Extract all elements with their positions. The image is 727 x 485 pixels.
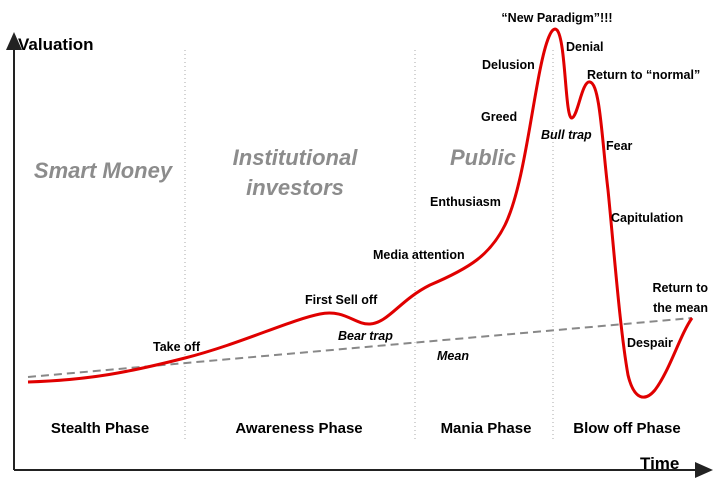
phase-label: Blow off Phase bbox=[573, 420, 681, 437]
zone-label: investors bbox=[246, 175, 344, 200]
annotation: the mean bbox=[653, 301, 708, 315]
annotation: Bull trap bbox=[541, 128, 592, 142]
annotation: “New Paradigm”!!! bbox=[501, 11, 612, 25]
annotation: Capitulation bbox=[611, 211, 683, 225]
annotation: Greed bbox=[481, 110, 517, 124]
zone-label: Institutional bbox=[233, 145, 359, 170]
annotation: Return to “normal” bbox=[587, 68, 700, 82]
annotation: Delusion bbox=[482, 58, 535, 72]
annotation: Return to bbox=[652, 281, 708, 295]
annotation: Bear trap bbox=[338, 329, 393, 343]
phase-separators bbox=[184, 50, 554, 440]
phase-label: Awareness Phase bbox=[235, 420, 362, 437]
x-axis-label: Time bbox=[640, 454, 679, 473]
annotation: Fear bbox=[606, 139, 633, 153]
phase-label: Mania Phase bbox=[441, 420, 532, 437]
annotation: Media attention bbox=[373, 248, 465, 262]
mean-line bbox=[27, 317, 693, 378]
zone-label: Public bbox=[450, 145, 516, 170]
y-axis-label: Valuation bbox=[18, 35, 94, 54]
annotation: Take off bbox=[153, 340, 201, 354]
annotation: Mean bbox=[437, 349, 469, 363]
annotation: Denial bbox=[566, 40, 604, 54]
bubble-curve bbox=[27, 27, 694, 399]
phase-label: Stealth Phase bbox=[51, 420, 149, 437]
zone-label: Smart Money bbox=[34, 158, 174, 183]
annotation: Despair bbox=[627, 336, 673, 350]
annotation: First Sell off bbox=[305, 293, 378, 307]
annotation: Enthusiasm bbox=[430, 195, 501, 209]
